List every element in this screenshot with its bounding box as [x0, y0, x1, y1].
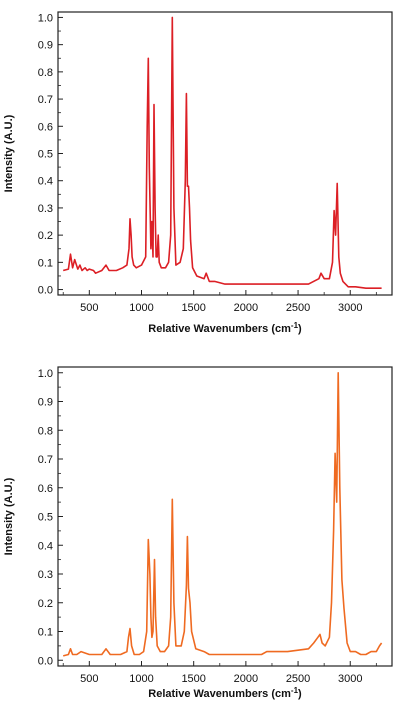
- x-tick-label: 3000: [338, 302, 362, 314]
- plot-frame: [57, 11, 393, 296]
- y-tick-label: 0.8: [38, 425, 53, 437]
- y-tick-label: 0.5: [38, 149, 53, 161]
- spectrum-chart-top: 0.0 0.1 0.2 0.3 0.4 0.5 0.6 0.7 0.8 0.9 1.0 500 1000…: [3, 11, 393, 335]
- y-tick-label: 0.2: [38, 598, 53, 610]
- y-tick-label: 0.0: [38, 655, 53, 667]
- spectrum-chart-bottom: 0.0 0.1 0.2 0.3 0.4 0.5 0.6 0.7 0.8 0.9 1.0 500 1000…: [3, 366, 393, 700]
- y-tick-label: 0.4: [38, 540, 53, 552]
- y-axis-title: Intensity (A.U.): [3, 114, 15, 192]
- y-axis-title: Intensity (A.U.): [3, 477, 15, 555]
- spectrum-line: [62, 16, 382, 289]
- y-tick-label: 0.7: [38, 454, 53, 466]
- spectrum-line: [62, 372, 383, 657]
- x-tick-label: 500: [80, 302, 98, 314]
- y-tick-label: 0.6: [38, 121, 53, 133]
- y-tick-label: 0.9: [38, 40, 53, 52]
- x-tick-label: 3000: [338, 673, 362, 685]
- x-tick-label: 2000: [234, 673, 258, 685]
- x-axis-title: Relative Wavenumbers (cm-1): [148, 686, 302, 700]
- y-tick-label: 0.3: [38, 203, 53, 215]
- y-tick-label: 0.1: [38, 627, 53, 639]
- y-tick-label: 0.4: [38, 176, 53, 188]
- x-tick-label: 1500: [181, 673, 205, 685]
- x-tick-label: 1000: [129, 673, 153, 685]
- x-tick-label: 1000: [129, 302, 153, 314]
- x-tick-label: 2500: [286, 673, 310, 685]
- y-tick-label: 0.9: [38, 397, 53, 409]
- x-tick-label: 2000: [234, 302, 258, 314]
- y-tick-label: 0.5: [38, 512, 53, 524]
- x-tick-label: 500: [80, 673, 98, 685]
- y-tick-label: 0.6: [38, 483, 53, 495]
- y-tick-label: 0.8: [38, 67, 53, 79]
- x-axis-title: Relative Wavenumbers (cm-1): [148, 321, 302, 335]
- y-tick-label: 0.7: [38, 94, 53, 106]
- y-tick-label: 0.0: [38, 285, 53, 297]
- y-tick-label: 0.2: [38, 230, 53, 242]
- y-tick-label: 0.1: [38, 257, 53, 269]
- y-tick-label: 1.0: [38, 12, 53, 24]
- x-tick-label: 2500: [286, 302, 310, 314]
- plot-frame: [57, 366, 393, 667]
- y-tick-label: 1.0: [38, 368, 53, 380]
- y-tick-label: 0.3: [38, 569, 53, 581]
- x-tick-label: 1500: [181, 302, 205, 314]
